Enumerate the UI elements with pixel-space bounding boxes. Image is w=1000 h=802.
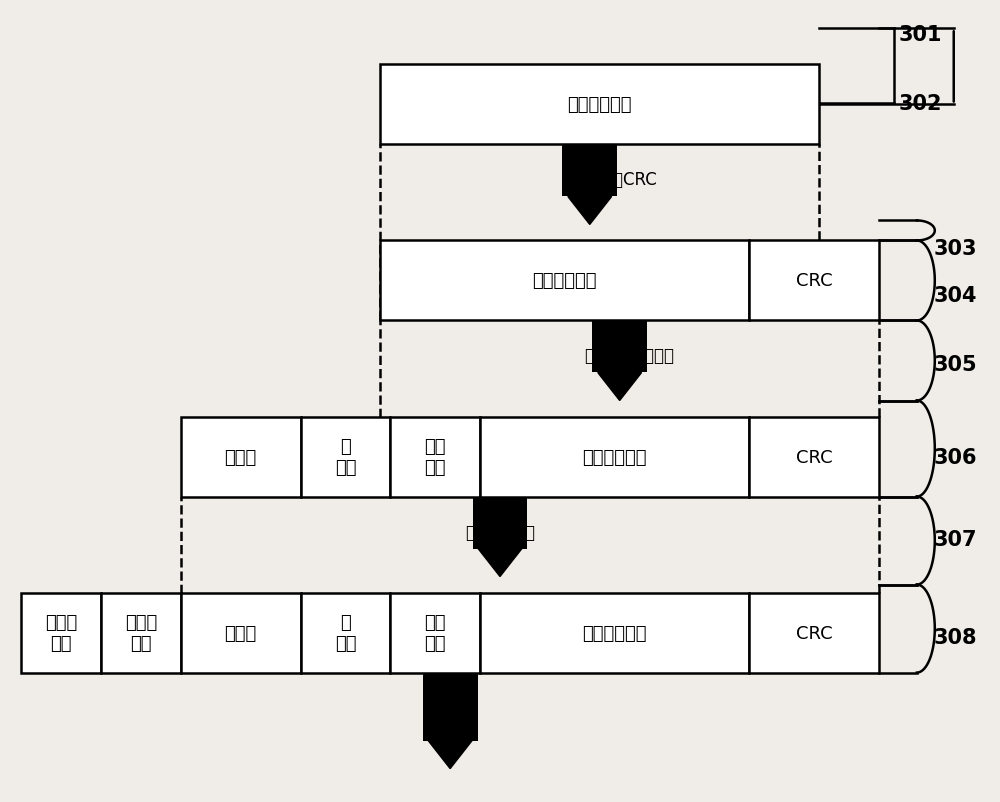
Text: 307: 307 [934,529,977,549]
Text: 物理层
前导: 物理层 前导 [45,614,77,652]
FancyBboxPatch shape [480,593,749,673]
Text: 物理层
报头: 物理层 报头 [125,614,157,652]
FancyBboxPatch shape [390,593,480,673]
Text: 调制并发送: 调制并发送 [425,707,475,725]
FancyBboxPatch shape [101,593,181,673]
Text: 306: 306 [934,447,977,467]
Text: 303: 303 [934,239,977,259]
Text: 信源数据分组: 信源数据分组 [582,624,647,642]
Text: 信源数据分组: 信源数据分组 [533,272,597,290]
Text: 信源数据分组: 信源数据分组 [582,448,647,466]
Text: 305: 305 [934,355,977,375]
FancyBboxPatch shape [181,417,301,497]
Text: 304: 304 [934,286,977,306]
Text: 302: 302 [899,94,942,114]
FancyBboxPatch shape [473,497,527,549]
Text: CRC: CRC [796,448,832,466]
Polygon shape [428,741,472,768]
Text: 添加CRC: 添加CRC [603,172,657,189]
Text: 308: 308 [934,627,977,646]
Text: CRC: CRC [796,624,832,642]
FancyBboxPatch shape [301,593,390,673]
FancyBboxPatch shape [592,321,647,373]
FancyBboxPatch shape [562,145,617,197]
Text: 源
地址: 源 地址 [335,438,356,476]
FancyBboxPatch shape [21,593,101,673]
Text: 目的
地址: 目的 地址 [424,438,446,476]
FancyBboxPatch shape [181,593,301,673]
Text: 301: 301 [899,25,942,45]
Text: 源
地址: 源 地址 [335,614,356,652]
Text: 添加物理层报头: 添加物理层报头 [465,523,535,541]
FancyBboxPatch shape [380,65,819,145]
FancyBboxPatch shape [749,593,879,673]
Text: 添加数据链路层报头: 添加数据链路层报头 [585,347,675,365]
Text: 目的
地址: 目的 地址 [424,614,446,652]
Text: CRC: CRC [796,272,832,290]
FancyBboxPatch shape [480,417,749,497]
FancyBboxPatch shape [390,417,480,497]
Text: 帧类型: 帧类型 [225,624,257,642]
Text: 信源数据分组: 信源数据分组 [567,96,632,114]
Polygon shape [568,197,612,225]
FancyBboxPatch shape [749,241,879,321]
FancyBboxPatch shape [301,417,390,497]
FancyBboxPatch shape [749,417,879,497]
FancyBboxPatch shape [423,673,478,741]
Polygon shape [478,549,522,577]
FancyBboxPatch shape [380,241,749,321]
Text: 帧类型: 帧类型 [225,448,257,466]
Polygon shape [598,373,642,401]
